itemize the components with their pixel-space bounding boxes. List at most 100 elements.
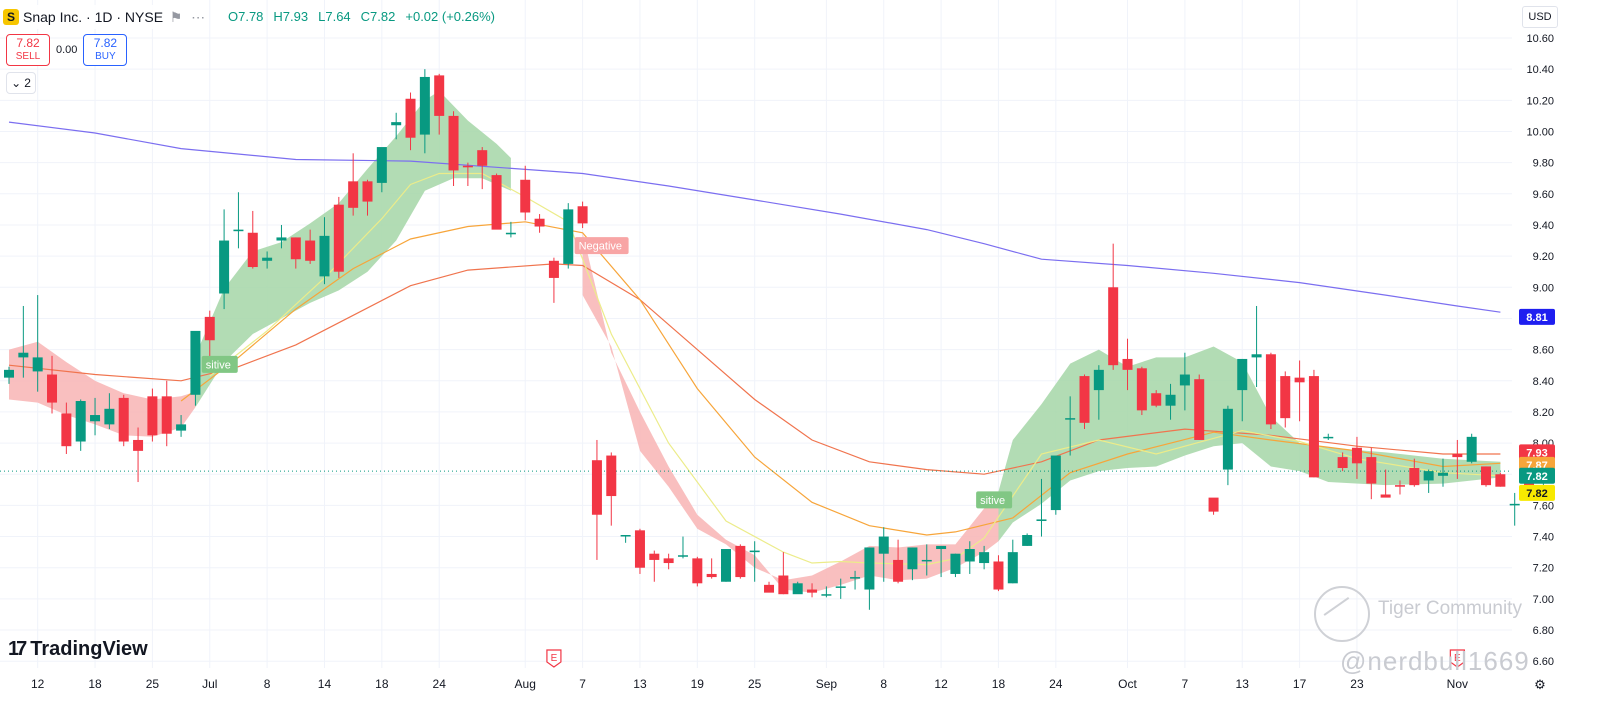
y-tick-label: 9.80 [1533,158,1554,170]
candle-body [505,232,516,235]
ma-line [8,121,1501,313]
symbol-header[interactable]: S Snap Inc. · 1D · NYSE ⚑ ⋯ [3,5,208,29]
chevron-down-icon: ⌄ [11,76,22,90]
tradingview-logo[interactable]: 17 TradingView [8,638,148,661]
candle-body [391,122,402,126]
x-tick-label: 23 [1350,677,1364,691]
candle-body [1036,519,1047,521]
price-tag: 7.82 [1526,471,1547,483]
band-label-bg [574,237,629,255]
y-tick-label: 8.20 [1533,407,1554,419]
candle-body [233,229,244,232]
candle-body [821,594,832,596]
flag-icon[interactable]: ⚑ [169,8,183,25]
earnings-marker-label: E [551,653,558,664]
y-tick-label: 10.60 [1526,33,1554,45]
candle-body [362,181,373,202]
x-tick-label: 24 [433,677,447,691]
candle-body [1366,457,1377,484]
candle-body [118,397,129,442]
y-tick-label: 7.20 [1533,563,1554,575]
candle-body [950,553,961,574]
x-tick-label: 13 [1236,677,1250,691]
candle-body [1308,376,1319,478]
candle-body [1222,408,1233,470]
candle-body [1065,418,1076,420]
candle-body [993,561,1004,590]
candle-body [620,535,631,537]
candle-body [1337,457,1348,469]
candle-body [864,547,875,590]
candle-body [1423,471,1434,481]
candle-body [90,415,101,422]
candle-body [591,460,602,515]
candle-body [4,369,14,378]
candle-body [290,237,301,260]
x-tick-label: 17 [1293,677,1307,691]
candle-body [104,408,115,425]
x-tick-label: Oct [1118,677,1137,691]
band-label-bg [201,355,238,373]
sell-label: SELL [15,51,41,62]
candle-body [477,150,488,166]
candle-body [563,209,574,264]
y-tick-label: 10.20 [1526,95,1554,107]
watermark-handle: @nerdbull1669 [1340,646,1530,676]
watermark-text: Tiger Community [1378,598,1522,619]
candle-body [348,181,359,208]
x-tick-label: 8 [264,677,271,691]
candle-body [663,558,674,564]
candle-body [1022,535,1033,546]
x-tick-label: 24 [1049,677,1063,691]
candle-body [319,235,330,277]
y-tick-label: 7.40 [1533,532,1554,544]
indicators-toggle[interactable]: ⌄ 2 [6,72,36,94]
candle-body [161,396,172,434]
candle-body [534,218,545,227]
candle-body [462,165,473,168]
tradingview-mark-icon: 17 [8,638,27,660]
y-tick-label: 9.60 [1533,189,1554,201]
buy-button[interactable]: 7.82 BUY [83,34,128,66]
x-tick-label: 8 [880,677,887,691]
x-tick-label: 7 [1182,677,1189,691]
band-label: sitive [980,495,1005,507]
candle-body [1509,503,1520,506]
price-tag: 7.82 [1526,488,1547,500]
x-tick-label: 12 [934,677,948,691]
candle-body [1294,377,1305,383]
trade-panel: 7.82 SELL 0.00 7.82 BUY [6,34,128,66]
candle-body [692,558,703,584]
candle-body [1466,436,1477,462]
candle-body [721,549,731,582]
candle-body [133,439,144,451]
band-label: Negative [579,241,622,253]
candle-body [491,175,502,230]
candle-body [1394,485,1405,487]
low-value: L7.64 [318,9,351,24]
candle-body [792,583,803,595]
settings-gear-icon[interactable]: ⚙ [1534,678,1546,693]
candle-body [907,547,918,570]
candle-body [1251,354,1262,358]
candle-body [204,316,215,341]
candle-body [448,115,459,171]
x-tick-label: Jul [202,677,217,691]
x-tick-label: 18 [375,677,389,691]
symbol-title[interactable]: Snap Inc. · 1D · NYSE [23,9,164,25]
candle-body [247,232,258,268]
symbol-logo: S [3,9,19,25]
spread-value: 0.00 [56,44,78,56]
candle-body [878,536,889,554]
y-tick-label: 10.00 [1526,126,1554,138]
y-tick-label: 6.60 [1533,656,1554,668]
more-icon[interactable]: ⋯ [191,8,206,25]
currency-selector[interactable]: USD [1522,6,1558,28]
buy-label: BUY [95,51,116,62]
candle-body [706,573,717,578]
buy-price: 7.82 [93,36,118,50]
y-tick-label: 6.80 [1533,625,1554,637]
sell-button[interactable]: 7.82 SELL [6,34,50,66]
candle-body [1438,472,1448,476]
